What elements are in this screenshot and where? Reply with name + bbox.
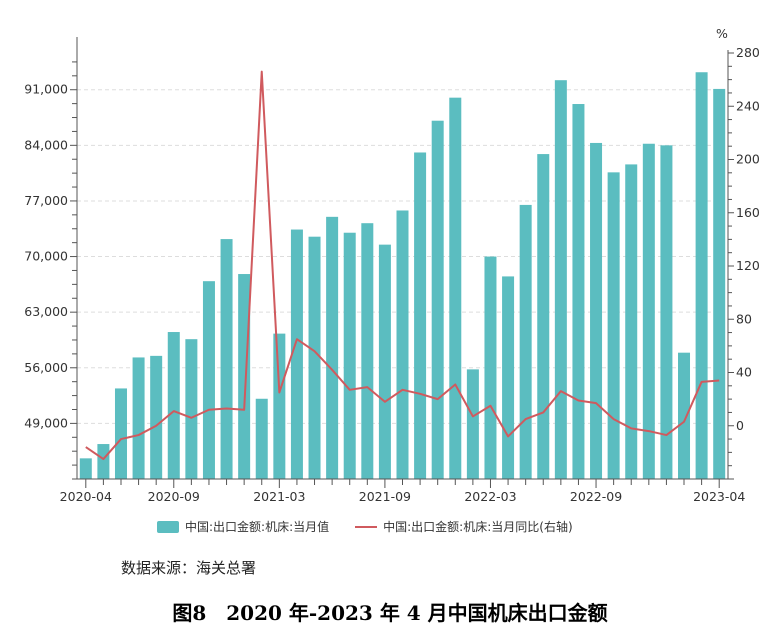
bar [150,355,163,479]
right-tick-label: 80 [736,311,752,326]
legend-line-label: 中国:出口金额:机床:当月同比(右轴) [383,520,573,534]
x-tick-label: 2022-03 [464,489,516,504]
left-tick-label: 56,000 [24,360,68,375]
legend: 中国:出口金额:机床:当月值 中国:出口金额:机床:当月同比(右轴) [157,518,573,535]
bar [590,142,603,479]
bar [695,72,708,479]
bar [484,256,497,479]
right-tick-label: 120 [736,258,760,273]
bar [132,357,145,479]
figure-caption: 图8 2020 年-2023 年 4 月中国机床出口金额 [172,601,608,625]
bar [449,97,462,480]
bar [361,223,374,479]
bar [378,244,391,479]
bar [114,388,127,479]
right-axis-unit: % [716,26,728,41]
bar [396,210,409,479]
bar [414,152,427,479]
right-tick-label: 160 [736,205,760,220]
bar [572,104,585,480]
x-tick-label: 2021-09 [359,489,411,504]
left-tick-label: 70,000 [24,249,68,264]
bar [607,172,620,479]
bar [660,145,673,480]
bar [678,352,691,479]
bar [273,333,286,479]
left-tick-label: 84,000 [24,137,68,152]
x-tick-label: 2021-03 [253,489,305,504]
x-tick-label: 2022-09 [570,489,622,504]
bar [713,88,726,479]
bar [308,236,321,479]
right-tick-label: 200 [736,152,760,167]
x-tick-label: 2020-04 [60,489,112,504]
left-tick-label: 91,000 [24,82,68,97]
bar [554,80,567,479]
legend-bar-swatch [157,520,179,533]
left-tick-label: 63,000 [24,304,68,319]
bar [238,274,251,479]
yoy-line [85,70,720,461]
bar [537,154,550,480]
bar [326,216,339,480]
bar [185,339,198,479]
legend-bar-label: 中国:出口金额:机床:当月值 [185,520,330,534]
legend-line-swatch [355,525,378,528]
right-tick-label: 240 [736,98,760,113]
bar [79,458,92,479]
bar [519,204,532,479]
bar [220,239,233,479]
bar [202,281,215,479]
left-tick-label: 77,000 [24,193,68,208]
bar [290,229,303,479]
bar [167,332,180,479]
bar [625,164,638,479]
right-tick-label: 0 [736,418,744,433]
right-tick-label: 280 [736,45,760,60]
left-tick-label: 49,000 [24,415,68,430]
bar [431,120,444,479]
bar [502,276,515,479]
bar [97,444,110,479]
bar [642,143,655,479]
bar [255,398,268,479]
x-tick-label: 2023-04 [693,489,745,504]
source-note: 数据来源：海关总署 [121,559,257,577]
bar [343,232,356,479]
bar [466,369,479,479]
right-tick-label: 40 [736,365,752,380]
x-tick-label: 2020-09 [148,489,200,504]
